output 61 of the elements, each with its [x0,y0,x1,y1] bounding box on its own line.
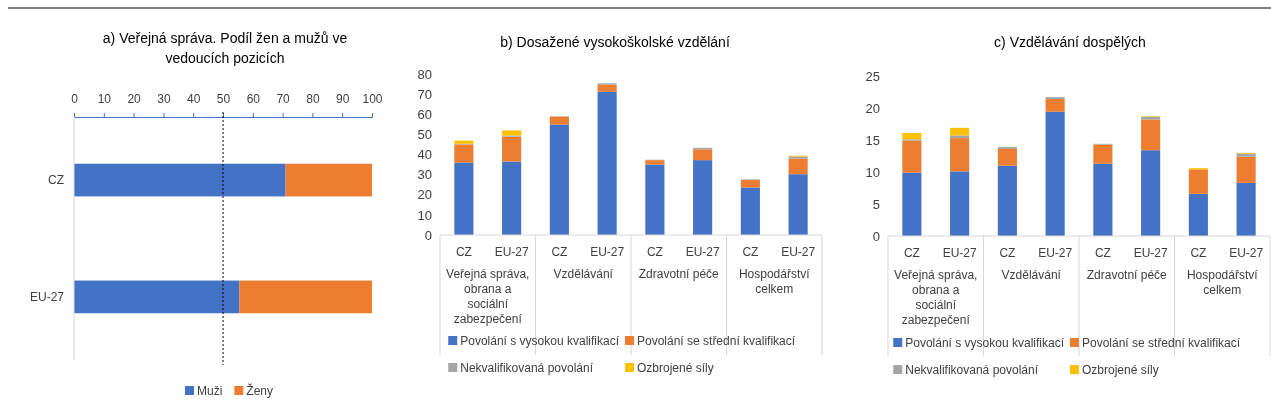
x-tick-label: CZ [1190,245,1207,260]
x-tick-label: CZ [1094,245,1111,260]
x-tick-label: CZ [903,245,920,260]
text: Zdravotní péče [638,267,720,281]
text: Zdravotní péče [1086,268,1168,282]
text: Hospodářství celkem [738,267,811,296]
x-tick-label: EU-27 [590,244,625,259]
chart-title: b) Dosažené vysokoškolské vzdělání [500,34,730,50]
legend-label: Povolání s vysokou kvalifikací [905,336,1065,350]
y-tick-label: 0 [424,227,432,243]
y-tick-label: 0 [872,228,880,244]
chart-title: c) Vzdělávání dospělých [994,34,1146,50]
y-tick-label: 30 [417,167,432,183]
x-tick-label: CZ [551,244,568,259]
text: Vzdělávání [553,267,614,281]
legend-label: Ženy [246,383,274,398]
text: Veřejná správa, obrana a sociální zabezpečení [894,268,978,327]
legend-label: Muži [196,384,223,398]
x-tick-label: 30 [157,91,171,106]
x-tick-label: CZ [742,244,759,259]
text: Hospodářství celkem [1186,268,1259,297]
x-tick-label: 40 [187,91,201,106]
x-tick-label: EU-27 [1133,245,1168,260]
y-tick-label: 15 [865,132,880,148]
text: Vzdělávání [1001,268,1062,282]
x-tick-label: CZ [646,244,663,259]
x-tick-label: CZ [999,245,1016,260]
y-tick-label: 10 [865,164,880,180]
y-tick-label: 20 [417,187,432,203]
x-tick-label: 10 [97,91,112,106]
x-tick-label: EU-27 [494,244,529,259]
y-tick-label: 50 [417,127,432,143]
x-tick-label: 90 [336,91,350,106]
y-tick-label: 60 [417,106,432,122]
chart-title: a) Veřejná správa. Podíl žen a mužů ve vedoucích pozicích [102,30,348,66]
x-tick-label: EU-27 [942,245,977,260]
legend-label: Povolání se střední kvalifikací [1082,336,1241,350]
y-tick-label: 40 [417,147,432,163]
y-tick-label: 10 [417,207,432,223]
legend-label: Ozbrojené síly [637,361,714,375]
x-tick-label: EU-27 [1229,245,1264,260]
x-tick-label: EU-27 [781,244,816,259]
legend-label: Nekvalifikovaná povolání [460,361,594,375]
x-tick-label: 0 [71,91,79,106]
y-tick-label: 80 [417,66,432,82]
legend-label: Povolání se střední kvalifikací [637,334,796,348]
y-tick-label: 5 [872,196,880,212]
text: Veřejná správa, obrana a sociální zabezpečení [446,267,530,326]
x-tick-label: 100 [362,91,383,106]
y-tick-label: 25 [865,68,880,84]
legend-label: Povolání s vysokou kvalifikací [460,334,620,348]
x-tick-label: 80 [306,91,320,106]
x-tick-label: EU-27 [685,244,720,259]
x-tick-label: EU-27 [1038,245,1073,260]
x-tick-label: CZ [455,244,472,259]
x-tick-label: 20 [127,91,142,106]
x-tick-label: 50 [216,91,231,106]
legend-label: Nekvalifikovaná povolání [905,363,1039,377]
x-tick-label: 60 [246,91,261,106]
legend-label: Ozbrojené síly [1082,363,1159,377]
x-tick-label: 70 [276,91,291,106]
